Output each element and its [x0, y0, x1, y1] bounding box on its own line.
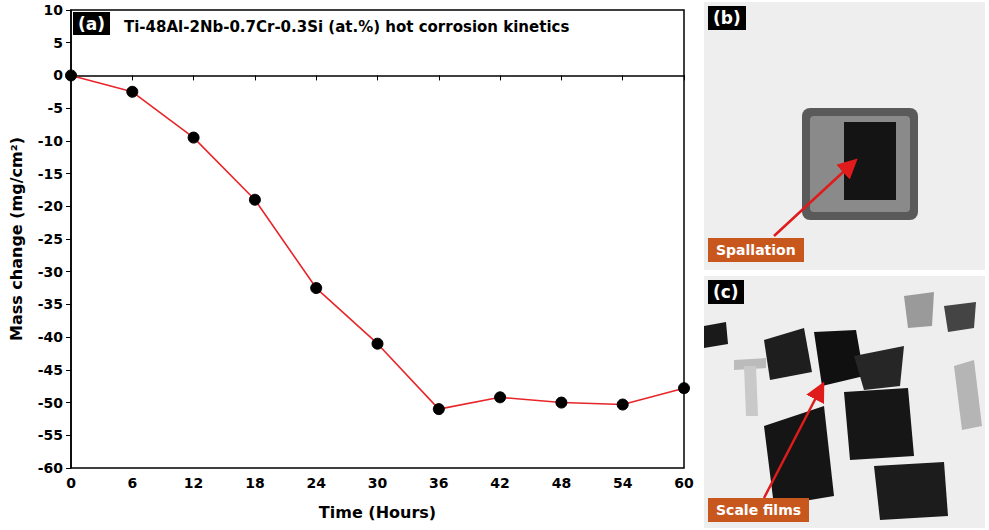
svg-text:10: 10: [44, 2, 64, 18]
svg-text:(a): (a): [78, 14, 105, 34]
svg-text:-20: -20: [38, 198, 64, 214]
svg-text:36: 36: [429, 475, 448, 491]
svg-text:60: 60: [674, 475, 694, 491]
html-text:Scale films: Scale films: [716, 502, 802, 518]
svg-text:5: 5: [53, 35, 63, 51]
svg-text:18: 18: [245, 475, 264, 491]
svg-text:Mass change (mg/cm²): Mass change (mg/cm²): [7, 137, 26, 341]
svg-text:30: 30: [368, 475, 388, 491]
svg-text:0: 0: [66, 475, 76, 491]
svg-text:24: 24: [306, 475, 326, 491]
svg-text:0: 0: [53, 67, 63, 83]
svg-text:Time (Hours): Time (Hours): [319, 503, 436, 522]
svg-text:-15: -15: [38, 166, 63, 182]
svg-text:-30: -30: [38, 264, 64, 280]
svg-text:12: 12: [184, 475, 203, 491]
html-text:(b): (b): [713, 8, 741, 28]
svg-text:-25: -25: [38, 231, 63, 247]
html-text:Spallation: Spallation: [716, 242, 796, 258]
svg-text:-5: -5: [47, 100, 63, 116]
svg-text:54: 54: [613, 475, 633, 491]
html-text:(c): (c): [713, 282, 739, 302]
svg-text:-10: -10: [38, 133, 64, 149]
svg-text:-60: -60: [38, 460, 64, 476]
svg-text:-55: -55: [38, 427, 63, 443]
svg-text:42: 42: [490, 475, 509, 491]
svg-text:-40: -40: [38, 329, 64, 345]
svg-text:-35: -35: [38, 296, 63, 312]
svg-text:-50: -50: [38, 395, 64, 411]
svg-text:6: 6: [127, 475, 137, 491]
svg-text:-45: -45: [38, 362, 63, 378]
svg-text:48: 48: [552, 475, 571, 491]
svg-text:Ti-48Al-2Nb-0.7Cr-0.3Si (at.%): Ti-48Al-2Nb-0.7Cr-0.3Si (at.%) hot corro…: [124, 18, 569, 36]
